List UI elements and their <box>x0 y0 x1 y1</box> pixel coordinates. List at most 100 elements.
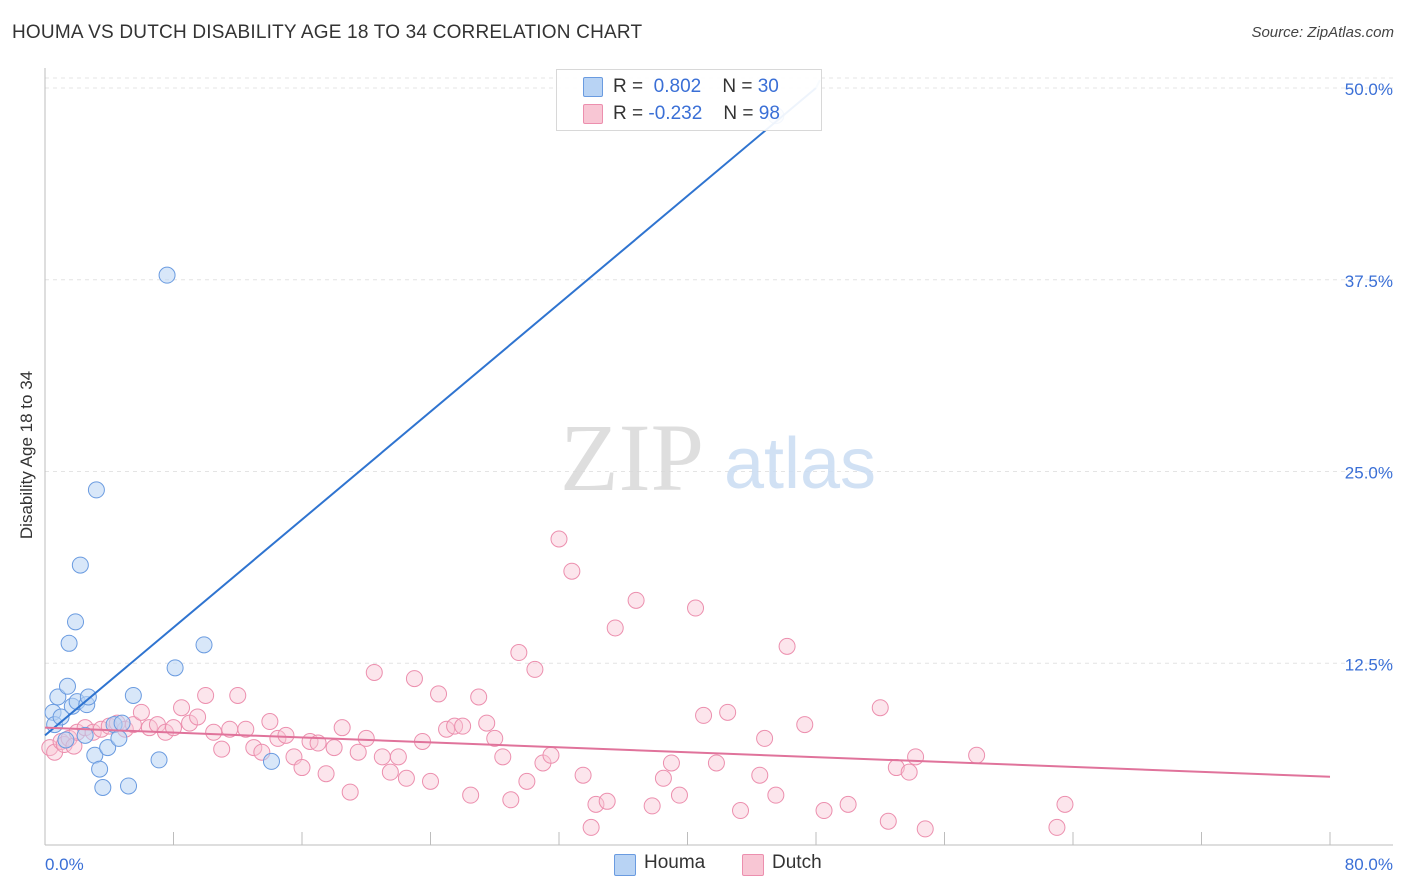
dutch-point <box>751 766 769 784</box>
gridlines <box>45 77 1393 664</box>
houma-trend-line <box>44 87 817 737</box>
dutch-point <box>707 754 725 772</box>
houma-point <box>262 752 280 770</box>
legend-r-label: R = <box>613 103 644 124</box>
dutch-point <box>778 637 796 655</box>
dutch-point <box>502 791 520 809</box>
dutch-point <box>397 769 415 787</box>
houma-point <box>124 686 142 704</box>
dutch-point <box>916 820 934 838</box>
dutch-point <box>695 706 713 724</box>
dutch-point <box>968 746 986 764</box>
dutch-point <box>627 591 645 609</box>
dutch-point <box>189 708 207 726</box>
dutch-point <box>277 726 295 744</box>
dutch-point <box>261 713 279 731</box>
dutch-point <box>245 739 263 757</box>
dutch-point <box>510 644 528 662</box>
houma-point <box>120 777 138 795</box>
dutch-point <box>422 772 439 790</box>
dutch-point <box>879 812 897 830</box>
legend-r-dutch: -0.232 <box>648 103 703 124</box>
houma-point <box>110 729 128 747</box>
x-tick-label-min: 0.0% <box>45 855 84 874</box>
correlation-legend: R = 0.802 N = 30 R = -0.232 N = 98 <box>556 69 822 131</box>
houma-point <box>58 677 76 695</box>
dutch-point <box>907 748 925 766</box>
dutch-point <box>229 686 247 704</box>
dutch-point <box>796 716 814 734</box>
dutch-point <box>333 719 351 737</box>
dutch-point <box>1056 795 1074 813</box>
dutch-point <box>574 766 592 784</box>
dutch-point <box>349 743 367 761</box>
houma-point <box>57 731 75 749</box>
houma-point <box>67 613 85 631</box>
dutch-point <box>132 703 150 721</box>
dutch-point <box>389 748 407 766</box>
dutch-point <box>373 748 391 766</box>
x-tick-label-max: 80.0% <box>1345 855 1393 874</box>
dutch-point <box>587 795 605 813</box>
houma-point <box>49 688 67 706</box>
dutch-point <box>494 748 512 766</box>
legend-n-label: N = <box>723 103 754 124</box>
dutch-point <box>598 792 616 810</box>
dutch-point <box>563 562 581 580</box>
dutch-point <box>357 729 375 747</box>
legend-swatch-dutch <box>583 104 603 124</box>
houma-point <box>166 659 184 677</box>
chart-source: Source: ZipAtlas.com <box>1251 24 1394 41</box>
dutch-point <box>213 740 231 758</box>
legend-n-houma: 30 <box>757 76 779 97</box>
houma-point <box>60 634 78 652</box>
dutch-point <box>767 786 785 804</box>
dutch-point <box>405 670 423 688</box>
dutch-point <box>582 818 600 836</box>
dutch-point <box>670 786 688 804</box>
dutch-point <box>732 802 750 820</box>
dutch-point <box>662 754 680 772</box>
dutch-point <box>478 714 496 732</box>
dutch-point <box>470 688 488 706</box>
dutch-point <box>486 729 504 747</box>
dutch-point <box>550 530 568 548</box>
dutch-point <box>871 699 889 717</box>
dutch-point <box>900 763 918 781</box>
houma-point <box>195 636 213 654</box>
y-tick-label: 12.5% <box>1345 655 1393 674</box>
y-tick-label: 25.0% <box>1345 464 1393 483</box>
houma-point <box>94 779 112 797</box>
dutch-point <box>381 763 399 781</box>
bottom-legend-label-houma: Houma <box>644 852 706 873</box>
dutch-point <box>518 772 536 790</box>
dutch-point <box>687 599 705 617</box>
dutch-point <box>654 769 672 787</box>
dutch-point <box>606 619 624 637</box>
legend-n-label: N = <box>722 76 753 97</box>
dutch-point <box>542 746 560 764</box>
dutch-point <box>462 786 480 804</box>
dutch-point <box>341 783 359 801</box>
dutch-point <box>205 723 223 741</box>
dutch-points <box>41 530 1074 838</box>
legend-r-houma: 0.802 <box>653 76 702 97</box>
axes <box>44 68 1393 846</box>
y-tick-label: 37.5% <box>1345 272 1393 291</box>
legend-swatch-houma <box>583 77 603 97</box>
bottom-legend-swatch-houma <box>614 854 636 876</box>
houma-point <box>87 481 105 499</box>
legend-r-label: R = <box>613 76 644 97</box>
watermark-atlas: atlas <box>724 424 876 504</box>
dutch-trend-line <box>44 726 1331 778</box>
dutch-point <box>454 717 472 735</box>
dutch-point <box>1048 818 1066 836</box>
dutch-point <box>815 802 833 820</box>
houma-point <box>52 708 70 726</box>
bottom-legend-label-dutch: Dutch <box>772 852 822 873</box>
dutch-point <box>293 759 311 777</box>
houma-point <box>113 714 131 732</box>
y-tick-label: 50.0% <box>1345 80 1393 99</box>
houma-point <box>99 739 117 757</box>
bottom-legend-swatch-dutch <box>742 854 764 876</box>
